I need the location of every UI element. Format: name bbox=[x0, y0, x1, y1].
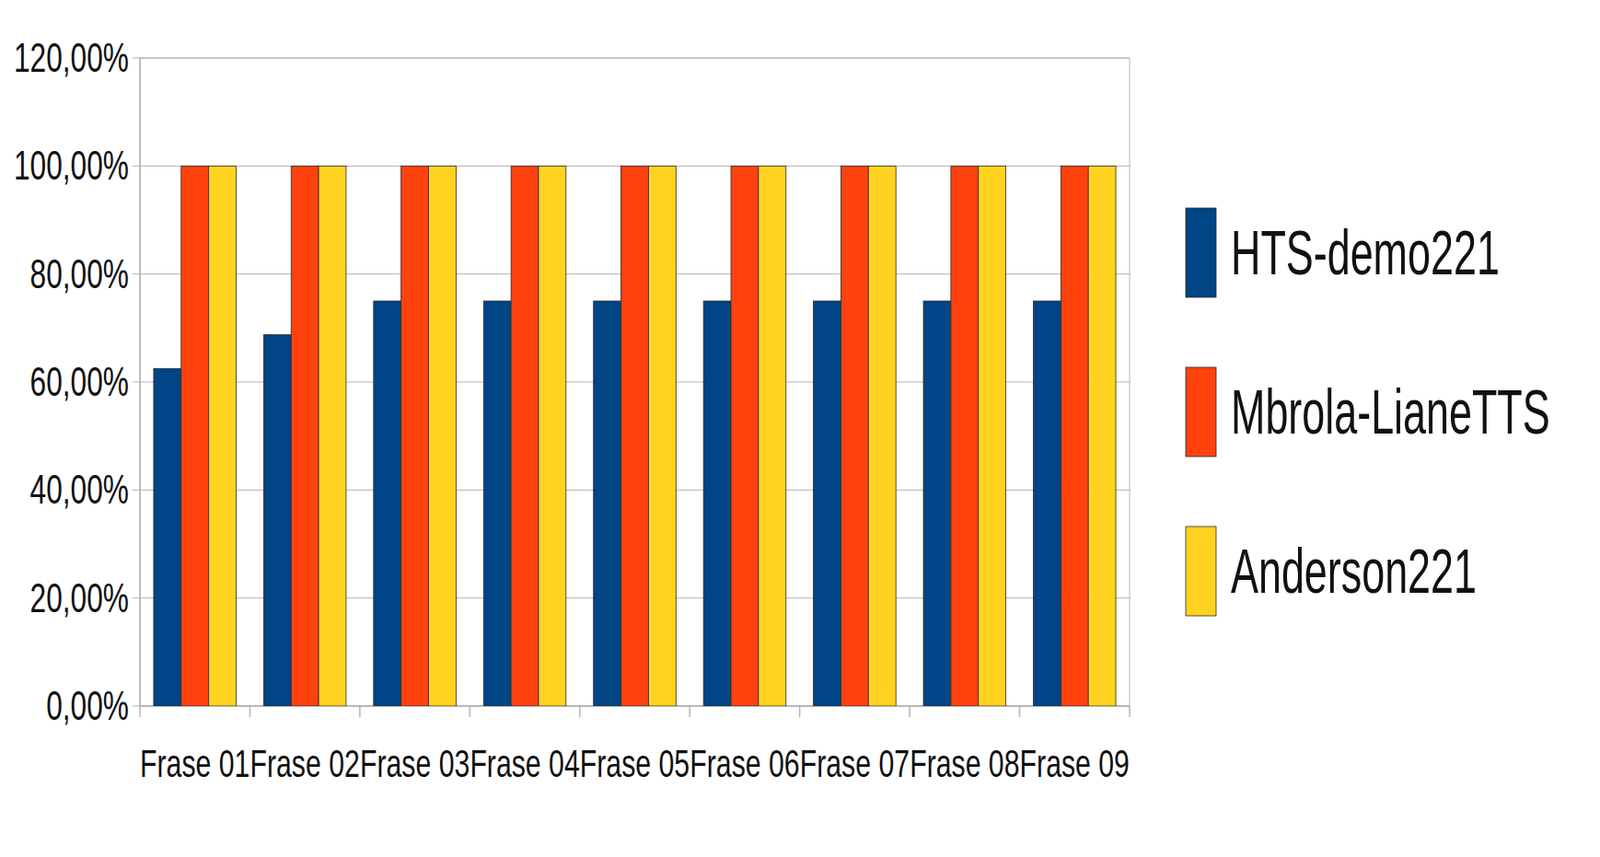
bar bbox=[373, 301, 402, 707]
plot-frame bbox=[139, 57, 1130, 707]
bar bbox=[153, 368, 182, 707]
x-tick-label: Frase 08 bbox=[909, 742, 1020, 786]
chart-svg: 0,00% 20,00% 40,00% 60,00% 80,00% 100,00% 120,… bbox=[0, 0, 1600, 857]
x-tick-label: Frase 02 bbox=[249, 742, 360, 786]
x-tick bbox=[139, 706, 141, 718]
legend: HTS-demo221 Mbrola-LianeTTS Anderson221 bbox=[1185, 208, 1551, 616]
x-tick bbox=[359, 706, 361, 718]
y-axis bbox=[139, 57, 141, 707]
legend-label: Anderson221 bbox=[1230, 535, 1477, 606]
y-tick bbox=[132, 489, 140, 491]
bar bbox=[840, 165, 869, 707]
bar bbox=[538, 165, 567, 707]
chart-container: 0,00% 20,00% 40,00% 60,00% 80,00% 100,00% 120,… bbox=[0, 0, 1600, 857]
x-tick-label: Frase 03 bbox=[359, 742, 470, 786]
bar bbox=[703, 301, 731, 707]
bar bbox=[950, 165, 979, 707]
y-tick bbox=[132, 57, 140, 59]
legend-label: HTS-demo221 bbox=[1230, 217, 1500, 288]
x-tick-label: Frase 01 bbox=[139, 742, 250, 786]
bar bbox=[263, 335, 291, 707]
y-tick-label: 120,00% bbox=[13, 34, 129, 81]
grid-line bbox=[139, 57, 1130, 59]
bar bbox=[978, 165, 1007, 707]
x-tick bbox=[908, 706, 911, 718]
legend-swatch bbox=[1185, 208, 1217, 298]
x-tick bbox=[688, 706, 691, 718]
x-tick-label: Frase 04 bbox=[469, 742, 580, 786]
bar bbox=[923, 301, 951, 707]
legend-swatch bbox=[1185, 526, 1217, 616]
bar bbox=[648, 165, 676, 707]
x-tick bbox=[799, 706, 801, 718]
bar bbox=[730, 165, 759, 707]
x-tick bbox=[579, 706, 581, 718]
y-tick-label: 80,00% bbox=[30, 251, 129, 297]
bar bbox=[428, 165, 457, 707]
bar bbox=[1088, 165, 1116, 707]
bar bbox=[318, 165, 347, 707]
y-tick-label: 20,00% bbox=[30, 575, 129, 621]
y-tick bbox=[132, 706, 140, 708]
y-tick-label: 40,00% bbox=[30, 466, 129, 512]
bar bbox=[483, 301, 511, 707]
y-tick bbox=[132, 382, 140, 383]
y-tick-label: 100,00% bbox=[13, 142, 129, 188]
y-tick-label: 0,00% bbox=[46, 683, 129, 729]
y-tick bbox=[132, 165, 140, 167]
bar bbox=[1060, 165, 1089, 707]
x-tick-label: Frase 06 bbox=[689, 742, 800, 786]
legend-label: Mbrola-LianeTTS bbox=[1230, 376, 1551, 447]
x-tick-label: Frase 07 bbox=[800, 742, 910, 786]
bar bbox=[181, 165, 209, 707]
bar bbox=[510, 165, 539, 707]
bar bbox=[1032, 301, 1061, 707]
bar bbox=[401, 165, 429, 707]
bar bbox=[813, 301, 842, 707]
bar bbox=[868, 165, 896, 707]
bar bbox=[290, 165, 319, 707]
x-tick bbox=[1128, 706, 1131, 718]
legend-swatch bbox=[1185, 367, 1217, 457]
y-tick bbox=[132, 273, 140, 275]
x-tick-label: Frase 09 bbox=[1020, 742, 1130, 786]
y-tick-label: 60,00% bbox=[30, 359, 129, 405]
x-tick-label: Frase 05 bbox=[579, 742, 690, 786]
x-tick bbox=[1019, 706, 1021, 718]
x-tick bbox=[249, 706, 252, 718]
bars bbox=[153, 165, 1116, 707]
bar bbox=[758, 165, 787, 707]
x-tick bbox=[469, 706, 472, 718]
bar bbox=[621, 165, 650, 707]
bar bbox=[208, 165, 237, 707]
bar bbox=[593, 301, 622, 707]
y-tick bbox=[132, 597, 140, 599]
